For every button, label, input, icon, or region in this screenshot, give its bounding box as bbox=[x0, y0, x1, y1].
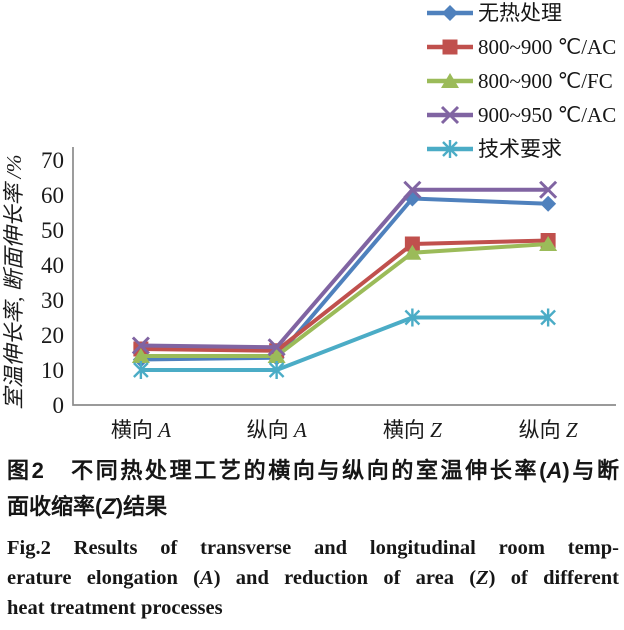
asterisk-marker bbox=[442, 141, 458, 157]
caption-chinese: 图2 不同热处理工艺的横向与纵向的室温伸长率(A)与断 面收缩率(Z)结果 bbox=[7, 453, 619, 525]
line-diamond-marker-icon bbox=[427, 5, 473, 21]
series-square bbox=[133, 233, 556, 359]
square-marker bbox=[404, 236, 420, 252]
y-tick-label: 60 bbox=[41, 183, 64, 208]
triangle-marker bbox=[441, 73, 459, 88]
axis-lines bbox=[72, 147, 616, 406]
y-axis-title: 室温伸长率, 断面伸长率 /% bbox=[2, 154, 26, 409]
caption-text: heat treatment processes bbox=[7, 597, 223, 619]
line-square-marker-icon bbox=[427, 39, 473, 55]
legend-item-tech-requirement: 技术要求 bbox=[427, 137, 616, 161]
asterisk-marker bbox=[540, 309, 556, 326]
caption-text: 图2 不同热处理工艺的横向与纵向的室温伸长率( bbox=[7, 458, 547, 483]
caption-text: erature elongation ( bbox=[7, 567, 201, 589]
line-asterisk-marker-icon bbox=[427, 140, 473, 158]
y-tick-label: 20 bbox=[41, 323, 64, 348]
legend-label: 技术要求 bbox=[478, 137, 562, 161]
series-line bbox=[140, 196, 549, 362]
caption-line: erature elongation (A) and reduction of … bbox=[7, 563, 619, 593]
legend-item-900-950-ac: 900~950 ℃/AC bbox=[427, 103, 616, 127]
x-category-label: 横向 Z bbox=[383, 418, 442, 442]
legend-label: 900~950 ℃/AC bbox=[478, 103, 617, 127]
y-tick-label: 10 bbox=[41, 358, 64, 383]
x-category-label: 横向 A bbox=[111, 418, 171, 442]
caption-line: 面收缩率(Z)结果 bbox=[7, 489, 619, 525]
series-asterisk bbox=[133, 308, 556, 379]
series-line bbox=[140, 238, 549, 353]
line-triangle-marker-icon bbox=[427, 73, 473, 88]
y-tick-label: 0 bbox=[53, 393, 65, 418]
triangle-marker bbox=[403, 244, 422, 260]
asterisk-marker bbox=[404, 309, 421, 326]
caption-text: )与断 bbox=[562, 458, 619, 483]
triangle-marker bbox=[539, 236, 558, 251]
caption-text: ) and reduction of area ( bbox=[213, 567, 477, 589]
y-tick-label: 40 bbox=[41, 253, 64, 278]
legend-item-800-900-fc: 800~900 ℃/FC bbox=[427, 69, 616, 93]
diamond-marker bbox=[442, 5, 458, 21]
caption-italic-symbol: Z bbox=[476, 567, 489, 589]
chart-legend: 无热处理 800~900 ℃/AC 800~900 ℃/FC 900~950 ℃… bbox=[427, 1, 616, 161]
caption-text: Fig.2 Results of transverse and longitud… bbox=[7, 537, 619, 559]
caption-italic-symbol: A bbox=[546, 458, 563, 483]
x-category-label: 纵向 Z bbox=[519, 418, 578, 442]
caption-english: Fig.2 Results of transverse and longitud… bbox=[7, 533, 619, 623]
legend-label: 800~900 ℃/FC bbox=[478, 69, 613, 93]
y-tick-label: 70 bbox=[41, 148, 64, 173]
legend-item-800-900-ac: 800~900 ℃/AC bbox=[427, 35, 616, 59]
chart-svg: 0 10 20 30 40 50 60 70 室温伸长率, 断面伸长率 /% 横向 A 纵向 A 横向… bbox=[2, 147, 616, 442]
series-triangle bbox=[131, 236, 558, 363]
y-tick-label: 30 bbox=[41, 288, 64, 313]
caption-text: )结果 bbox=[115, 494, 168, 519]
triangle-marker bbox=[267, 348, 286, 363]
caption-line: 图2 不同热处理工艺的横向与纵向的室温伸长率(A)与断 bbox=[7, 453, 619, 489]
legend-item-untreated: 无热处理 bbox=[427, 1, 616, 25]
series-diamond bbox=[132, 190, 557, 368]
square-marker bbox=[442, 39, 458, 55]
series-x bbox=[131, 180, 558, 357]
asterisk-marker bbox=[133, 362, 149, 378]
asterisk-marker bbox=[268, 362, 285, 378]
legend-label: 800~900 ℃/AC bbox=[478, 35, 617, 59]
line-x-marker-icon bbox=[427, 105, 473, 125]
x-marker bbox=[539, 180, 558, 199]
x-marker bbox=[131, 336, 150, 355]
series-line bbox=[140, 315, 549, 372]
legend-label: 无热处理 bbox=[478, 1, 562, 25]
diamond-marker bbox=[540, 195, 557, 212]
series-line bbox=[140, 187, 549, 350]
caption-italic-symbol: A bbox=[200, 567, 214, 589]
x-category-label: 纵向 A bbox=[247, 418, 307, 442]
series-line bbox=[140, 242, 549, 358]
x-marker bbox=[267, 338, 286, 357]
caption-line: Fig.2 Results of transverse and longitud… bbox=[7, 533, 619, 563]
triangle-marker bbox=[131, 348, 150, 363]
x-marker bbox=[403, 180, 422, 199]
caption-text: ) of different bbox=[488, 567, 620, 589]
caption-text: 面收缩率( bbox=[7, 494, 103, 519]
y-tick-label: 50 bbox=[41, 218, 64, 243]
x-marker bbox=[440, 105, 460, 125]
caption-line: heat treatment processes bbox=[7, 593, 619, 623]
caption-italic-symbol: Z bbox=[102, 494, 116, 519]
